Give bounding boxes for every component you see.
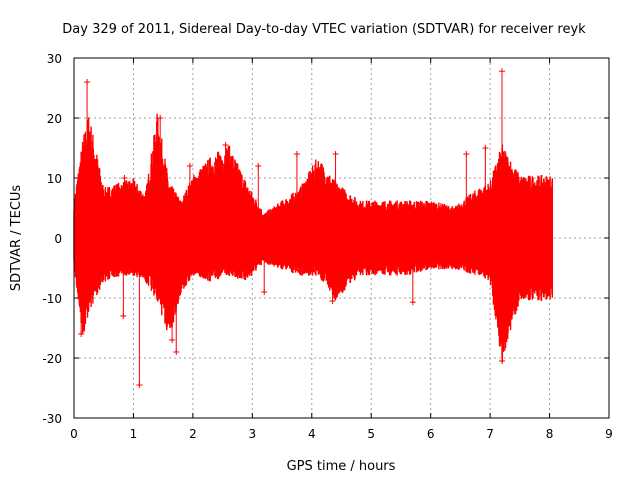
x-tick-label: 8: [546, 427, 554, 441]
y-tick-label: 0: [54, 232, 62, 246]
y-tick-label: 20: [47, 112, 62, 126]
x-tick-label: 3: [249, 427, 257, 441]
tick-labels: 0 1 2 3 4 5 6 7 8 9 -30 -20 -10 0 10 20 30: [42, 52, 612, 441]
y-axis-label: SDTVAR / TECUs: [9, 185, 24, 292]
error-band: [74, 154, 553, 322]
chart-title: Day 329 of 2011, Sidereal Day-to-day VTE…: [62, 22, 586, 37]
x-tick-label: 9: [605, 427, 613, 441]
plot-frame: [73, 57, 610, 419]
x-tick-label: 4: [308, 427, 316, 441]
x-tick-label: 6: [427, 427, 435, 441]
y-tick-label: 10: [47, 172, 62, 186]
series-sdtvar: [73, 68, 553, 388]
x-tick-label: 2: [189, 427, 197, 441]
x-axis-label: GPS time / hours: [287, 459, 396, 474]
y-tick-label: -10: [42, 292, 62, 306]
x-tick-label: 1: [130, 427, 138, 441]
x-tick-label: 5: [367, 427, 375, 441]
y-tick-label: -20: [42, 352, 62, 366]
y-tick-label: 30: [47, 52, 62, 66]
y-tick-label: -30: [42, 412, 62, 426]
x-tick-label: 7: [486, 427, 494, 441]
x-tick-label: 0: [70, 427, 78, 441]
